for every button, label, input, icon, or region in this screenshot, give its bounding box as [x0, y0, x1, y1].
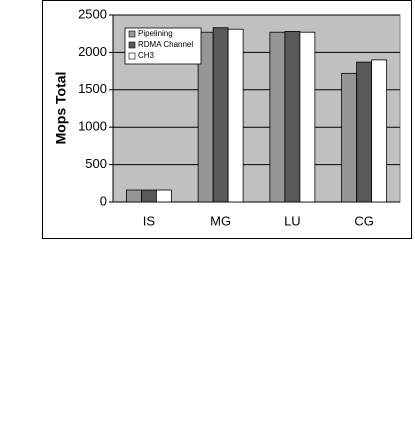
y-tick-label: 1500	[78, 81, 107, 96]
y-tick-label: 500	[85, 156, 107, 171]
legend-label: RDMA Channel	[138, 40, 193, 49]
x-tick-label: CG	[354, 213, 374, 228]
bar	[341, 72, 358, 203]
bar	[299, 31, 316, 203]
bar	[212, 27, 229, 203]
bar	[125, 189, 142, 203]
x-tick-label: MG	[210, 213, 231, 228]
y-axis-label: Mops Total	[53, 72, 69, 145]
bar	[227, 28, 244, 203]
legend-swatch	[128, 41, 136, 49]
bar	[284, 31, 301, 203]
bar	[356, 61, 373, 203]
bar	[371, 59, 388, 203]
bar	[140, 189, 157, 203]
y-tick-label: 1000	[78, 119, 107, 134]
legend-swatch	[128, 30, 136, 38]
bar	[155, 189, 172, 203]
x-tick-label: LU	[284, 213, 301, 228]
y-tick-label: 2000	[78, 44, 107, 59]
bar	[269, 31, 286, 203]
legend-label: Pipelining	[138, 29, 173, 38]
legend-box	[124, 27, 202, 65]
y-tick-label: 0	[100, 193, 107, 208]
x-tick-label: IS	[143, 213, 156, 228]
y-tick-label: 2500	[78, 6, 107, 21]
legend-swatch	[128, 52, 136, 60]
legend-label: CH3	[138, 51, 155, 60]
